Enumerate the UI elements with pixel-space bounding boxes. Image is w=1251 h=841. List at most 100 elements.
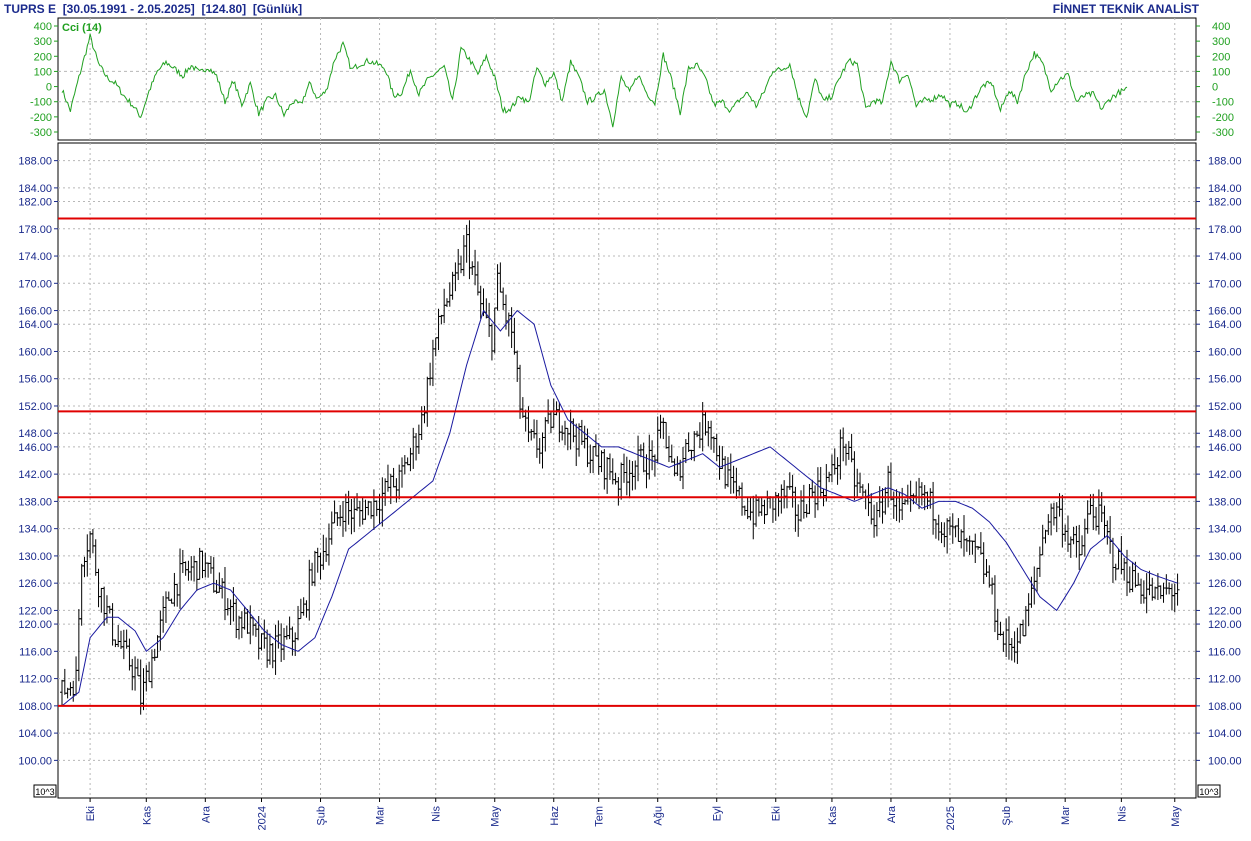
- x-tick-label: Nis: [1116, 806, 1128, 822]
- cci-tick-left: 400: [34, 21, 52, 33]
- price-tick-left: 182.00: [18, 197, 52, 209]
- price-tick-left: 146.00: [18, 442, 52, 454]
- price-tick-right: 148.00: [1208, 428, 1242, 440]
- x-tick-label: May: [1170, 806, 1182, 827]
- price-tick-right: 152.00: [1208, 401, 1242, 413]
- x-tick-label: Ara: [886, 805, 898, 823]
- price-tick-left: 164.00: [18, 319, 52, 331]
- x-tick-label: Eyl: [712, 806, 724, 821]
- price-tick-right: 120.00: [1208, 619, 1242, 631]
- price-tick-right: 166.00: [1208, 306, 1242, 318]
- unit-label: 10^3: [35, 787, 54, 797]
- cci-tick-right: -300: [1212, 127, 1234, 139]
- price-tick-right: 138.00: [1208, 496, 1242, 508]
- x-tick-label: Ara: [200, 805, 212, 823]
- cci-title: Cci (14): [62, 22, 102, 34]
- cci-tick-right: -200: [1212, 112, 1234, 124]
- x-axis: Eki Kas Ara 2024 Şub Mar Nis May Haz Tem Ağu Eyl Eki…: [85, 798, 1182, 830]
- price-tick-right: 174.00: [1208, 251, 1242, 263]
- price-tick-left: 116.00: [19, 646, 52, 658]
- price-tick-left: 170.00: [18, 278, 52, 290]
- price-tick-right: 142.00: [1208, 469, 1242, 481]
- price-tick-right: 182.00: [1208, 197, 1242, 209]
- moving-average-line: [61, 309, 1178, 707]
- x-tick-label: Kas: [827, 806, 839, 825]
- price-tick-right: 160.00: [1208, 346, 1242, 358]
- cci-tick-left: -100: [30, 97, 52, 109]
- cci-tick-right: 0: [1212, 82, 1218, 94]
- cci-line: [61, 33, 1128, 128]
- price-tick-left: 166.00: [18, 306, 52, 318]
- price-tick-left: 126.00: [18, 578, 52, 590]
- unit-box: [33, 784, 57, 798]
- price-tick-right: 156.00: [1208, 374, 1242, 386]
- price-tick-left: 122.00: [18, 605, 52, 617]
- x-tick-label: Mar: [1060, 806, 1072, 825]
- price-tick-left: 112.00: [19, 674, 52, 686]
- cci-tick-left: -200: [30, 112, 52, 124]
- price-tick-left: 188.00: [18, 156, 52, 168]
- x-tick-label: Eki: [771, 806, 783, 821]
- cci-tick-right: 400: [1212, 21, 1230, 33]
- price-panel: 188.00 188.00 184.00 184.00 182.00 182.00 178.…: [18, 142, 1242, 799]
- cci-tick-left: 300: [34, 36, 52, 48]
- cci-tick-left: 0: [46, 82, 52, 94]
- x-tick-label: Mar: [375, 806, 387, 825]
- price-tick-left: 120.00: [18, 619, 52, 631]
- price-tick-right: 126.00: [1208, 578, 1242, 590]
- cci-tick-left: 100: [34, 66, 52, 78]
- x-tick-label: Ağu: [653, 806, 665, 826]
- price-tick-left: 152.00: [18, 401, 52, 413]
- price-tick-left: 104.00: [18, 728, 52, 740]
- chart-header: TUPRS E [30.05.1991 - 2.05.2025] [124.80…: [0, 0, 1251, 18]
- price-tick-right: 164.00: [1208, 319, 1242, 331]
- x-tick-label: Haz: [549, 806, 561, 826]
- price-tick-left: 148.00: [18, 428, 52, 440]
- x-tick-label: 2025: [945, 806, 957, 830]
- price-tick-right: 146.00: [1208, 442, 1242, 454]
- price-tick-left: 160.00: [18, 346, 52, 358]
- date-range: [30.05.1991 - 2.05.2025]: [62, 2, 195, 16]
- symbol-info: TUPRS E [30.05.1991 - 2.05.2025] [124.80…: [4, 2, 302, 16]
- x-tick-label: Eki: [85, 806, 97, 821]
- cci-panel: 400 400 300 300 200 200 100 100 0 0 -100 -100 -200 -2…: [30, 17, 1234, 141]
- brand-label: FİNNET TEKNİK ANALİST: [1052, 2, 1199, 16]
- x-tick-label: Şub: [1001, 806, 1013, 826]
- price-tick-right: 134.00: [1208, 524, 1242, 536]
- period-label: [Günlük]: [252, 2, 303, 16]
- x-tick-label: May: [490, 806, 502, 827]
- x-tick-label: 2024: [257, 806, 269, 830]
- unit-label: 10^3: [1199, 787, 1218, 797]
- price-tick-right: 112.00: [1208, 674, 1241, 686]
- cci-tick-right: 300: [1212, 36, 1230, 48]
- price-tick-right: 108.00: [1208, 701, 1242, 713]
- symbol-name: TUPRS E: [4, 2, 57, 16]
- price-tick-left: 134.00: [18, 524, 52, 536]
- price-tick-left: 156.00: [18, 374, 52, 386]
- price-tick-left: 178.00: [18, 224, 52, 236]
- price-tick-right: 184.00: [1208, 183, 1242, 195]
- price-tick-right: 122.00: [1208, 605, 1242, 617]
- price-tick-left: 100.00: [18, 755, 52, 767]
- price-tick-right: 170.00: [1208, 278, 1242, 290]
- unit-box: [1197, 784, 1221, 798]
- cci-tick-right: 200: [1212, 51, 1230, 63]
- price-tick-left: 184.00: [18, 183, 52, 195]
- price-tick-left: 130.00: [18, 551, 52, 563]
- x-tick-label: Kas: [141, 806, 153, 825]
- price-tick-right: 100.00: [1208, 755, 1242, 767]
- x-tick-label: Şub: [316, 806, 328, 826]
- price-tick-left: 174.00: [18, 251, 52, 263]
- price-tick-left: 142.00: [18, 469, 52, 481]
- price-tick-left: 108.00: [18, 701, 52, 713]
- price-tick-left: 138.00: [18, 496, 52, 508]
- price-tick-right: 178.00: [1208, 224, 1242, 236]
- cci-tick-left: 200: [34, 51, 52, 63]
- cci-tick-right: -100: [1212, 97, 1234, 109]
- cci-tick-left: -300: [30, 127, 52, 139]
- cci-tick-right: 100: [1212, 66, 1230, 78]
- price-tick-right: 188.00: [1208, 156, 1242, 168]
- price-tick-right: 104.00: [1208, 728, 1242, 740]
- last-price: [124.80]: [201, 2, 247, 16]
